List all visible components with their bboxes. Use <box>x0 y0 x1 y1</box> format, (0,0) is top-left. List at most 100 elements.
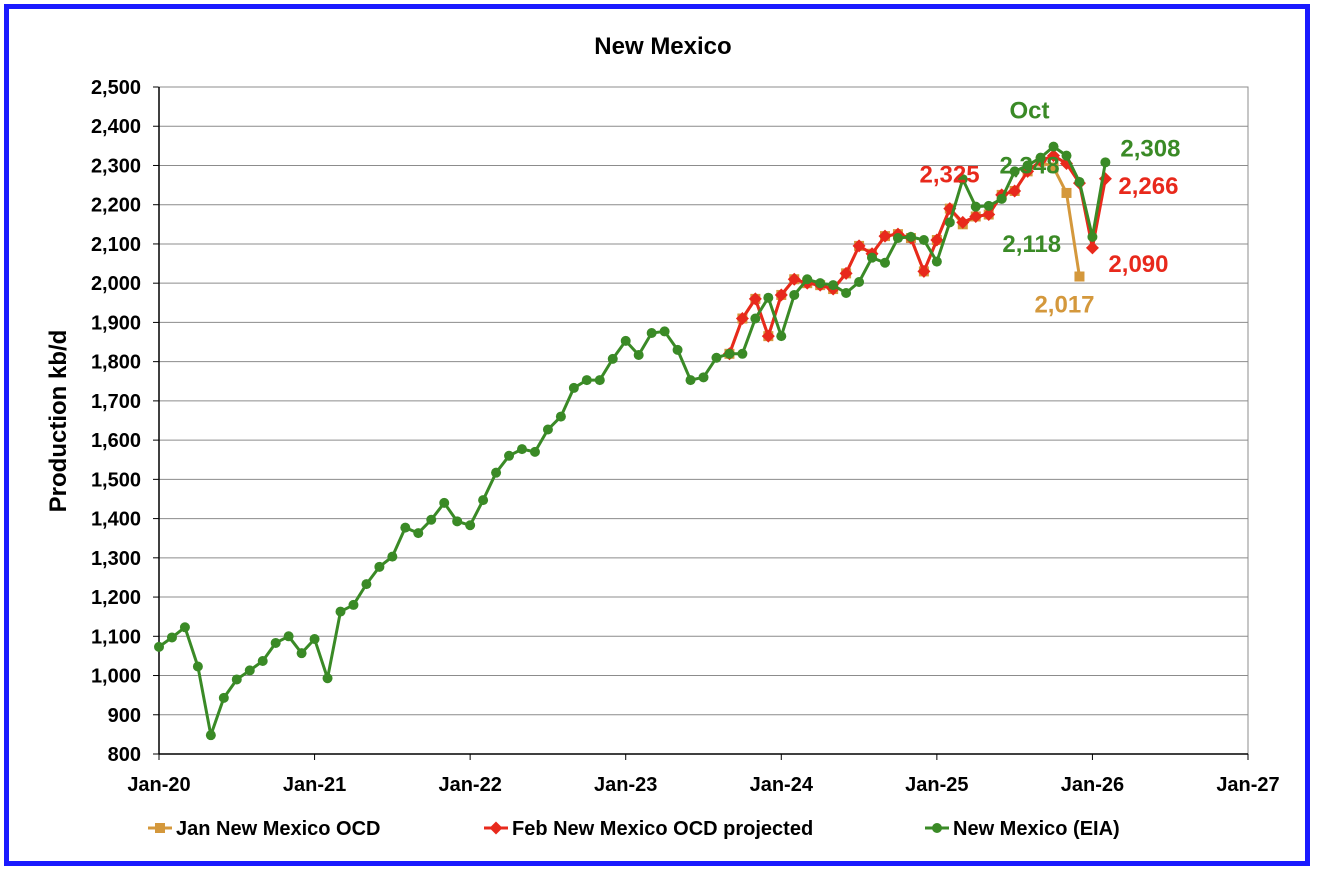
plot-area <box>158 86 1249 755</box>
x-tick-label: Jan-25 <box>905 774 968 796</box>
data-point <box>659 326 670 337</box>
y-tick-label: 800 <box>108 744 141 766</box>
data-point <box>918 235 929 246</box>
y-tick-label: 1,600 <box>91 430 141 452</box>
data-point <box>529 446 540 457</box>
annotation-label: Oct <box>1010 98 1050 125</box>
data-point <box>996 193 1007 204</box>
data-point <box>789 289 800 300</box>
data-point <box>774 288 788 302</box>
data-point <box>218 692 229 703</box>
y-tick-label: 1,100 <box>91 626 141 648</box>
y-tick-label: 1,800 <box>91 352 141 374</box>
data-point <box>854 276 865 287</box>
data-point <box>828 280 839 291</box>
x-tick-labels: Jan-20 Jan-21 Jan-22 Jan-23 Jan-24 Jan-25 Jan-… <box>127 774 1279 796</box>
data-point <box>489 821 503 835</box>
data-point <box>1087 231 1098 242</box>
data-point <box>154 641 164 652</box>
data-point <box>1085 241 1099 255</box>
data-point <box>1022 160 1033 171</box>
data-point <box>387 551 398 562</box>
legend-item: Jan New Mexico OCD <box>148 818 381 840</box>
data-point <box>735 311 749 325</box>
y-tick-label: 1,000 <box>91 666 141 688</box>
data-point <box>452 516 463 527</box>
data-point <box>1009 166 1020 177</box>
axes <box>158 86 1249 760</box>
data-point <box>478 495 489 506</box>
legend-label: Jan New Mexico OCD <box>176 818 381 840</box>
y-tick-label: 2,300 <box>91 155 141 177</box>
annotation-label: 2,266 <box>1118 173 1178 200</box>
data-point <box>839 266 853 280</box>
data-point <box>892 233 903 244</box>
legend-label: Feb New Mexico OCD projected <box>512 818 813 840</box>
data-point <box>672 344 683 355</box>
legend-item: New Mexico (EIA) <box>925 818 1120 840</box>
series-line <box>158 145 1107 737</box>
annotation-label: 2,325 <box>920 162 980 189</box>
data-point <box>724 348 735 359</box>
data-point <box>711 352 722 363</box>
data-point <box>361 579 372 590</box>
x-tick-label: Jan-23 <box>594 774 657 796</box>
data-point <box>646 328 657 339</box>
gridlines <box>153 86 1248 755</box>
y-axis-label: Production kb/d <box>45 330 72 513</box>
chart-title: New Mexico <box>594 33 731 60</box>
data-point <box>192 661 203 672</box>
data-point <box>698 372 709 383</box>
data-point <box>374 561 385 572</box>
annotation-label: 2,118 <box>1002 231 1061 258</box>
data-point <box>244 665 255 676</box>
data-point <box>348 599 359 610</box>
x-tick-label: Jan-21 <box>283 774 346 796</box>
x-tick-label: Jan-20 <box>127 774 190 796</box>
data-point <box>179 622 190 633</box>
data-point <box>517 444 527 455</box>
data-point <box>309 634 320 645</box>
data-point <box>400 522 411 533</box>
data-point <box>1047 149 1061 163</box>
data-point <box>750 313 761 324</box>
data-point <box>1035 152 1046 163</box>
data-point <box>1100 157 1111 168</box>
annotation-label: 2,017 <box>1034 292 1094 319</box>
annotation-label: 2,090 <box>1108 251 1168 278</box>
y-tick-label: 1,500 <box>91 469 141 491</box>
y-tick-label: 2,500 <box>91 77 141 99</box>
data-point <box>982 208 996 222</box>
data-point <box>763 292 774 303</box>
y-tick-label: 1,400 <box>91 509 141 531</box>
data-point <box>748 292 762 306</box>
data-point <box>983 200 994 211</box>
data-point <box>322 673 333 684</box>
chart-frame <box>4 4 1310 866</box>
y-tick-labels: 800 900 1,000 1,100 1,200 1,300 1,400 1,500 1,60… <box>91 77 141 766</box>
data-point <box>852 239 866 253</box>
data-point <box>880 257 890 268</box>
x-tick-label: Jan-27 <box>1216 774 1279 796</box>
y-tick-label: 1,900 <box>91 312 141 334</box>
data-point <box>283 631 294 642</box>
annotation-label: 2,308 <box>1120 135 1180 162</box>
data-point <box>166 632 177 643</box>
data-point <box>335 606 346 617</box>
legend-item: Feb New Mexico OCD projected <box>484 818 813 840</box>
data-point <box>1074 176 1085 187</box>
data-point <box>956 215 970 229</box>
x-tick-label: Jan-24 <box>750 774 814 796</box>
data-point <box>685 375 696 386</box>
data-point <box>931 256 942 267</box>
data-point <box>1048 162 1059 173</box>
data-point <box>737 348 748 359</box>
data-point <box>205 730 216 741</box>
data-point <box>270 637 281 648</box>
series-layer <box>154 141 1112 741</box>
x-tick-label: Jan-26 <box>1061 774 1124 796</box>
legend: Jan New Mexico OCD Feb New Mexico OCD pro… <box>148 818 1120 840</box>
y-tick-label: 2,400 <box>91 116 141 138</box>
data-point <box>802 274 813 285</box>
